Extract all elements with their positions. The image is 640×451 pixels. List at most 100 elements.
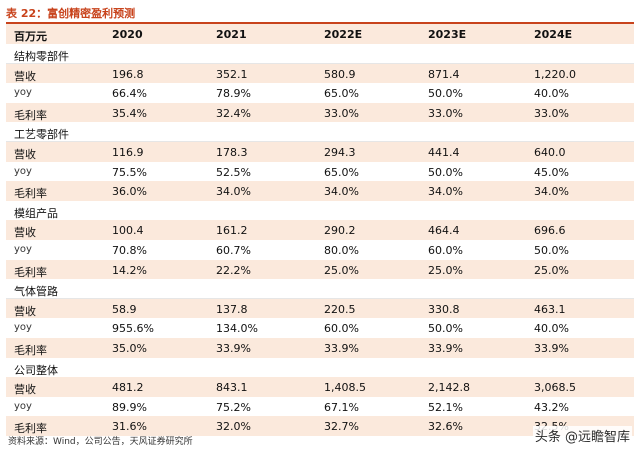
table-cell: 43.2% — [534, 400, 569, 414]
table-cell: 3,068.5 — [534, 381, 576, 395]
table-cell: 89.9% — [112, 400, 147, 414]
table-cell: 843.1 — [216, 381, 248, 395]
table-cell: 75.2% — [216, 400, 251, 414]
section-name: 公司整体 — [14, 363, 58, 377]
row-label: 营收 — [14, 383, 36, 397]
table-cell: 580.9 — [324, 67, 356, 81]
table-cell: 137.8 — [216, 302, 248, 316]
row-label: 毛利率 — [14, 344, 47, 357]
table-cell: 35.4% — [112, 106, 147, 120]
table-cell: 65.0% — [324, 87, 359, 101]
table-cell: 1,220.0 — [534, 67, 576, 81]
table-row: 营收 100.4 161.2 290.2 464.4 696.6 — [6, 220, 634, 241]
header-2024e: 2024E — [534, 28, 573, 41]
table-cell: 80.0% — [324, 244, 359, 257]
table-cell: 65.0% — [324, 165, 359, 179]
table-cell: 161.2 — [216, 224, 248, 238]
row-label: yoy — [14, 165, 32, 177]
table-row: 毛利率 35.4% 32.4% 33.0% 33.0% 33.0% — [6, 102, 634, 123]
table-cell: 22.2% — [216, 263, 251, 277]
table-cell: 58.9 — [112, 302, 137, 316]
table-cell: 696.6 — [534, 224, 566, 238]
table-row: 营收 116.9 178.3 294.3 441.4 640.0 — [6, 142, 634, 162]
table-row: 营收 58.9 137.8 220.5 330.8 463.1 — [6, 298, 634, 319]
table-cell: 32.4% — [216, 106, 251, 120]
row-label: yoy — [14, 244, 32, 255]
table-cell: 116.9 — [112, 146, 144, 159]
table-row: yoy 89.9% 75.2% 67.1% 52.1% 43.2% — [6, 396, 634, 417]
table-cell: 35.0% — [112, 342, 147, 355]
table-cell: 100.4 — [112, 224, 144, 238]
table-cell: 463.1 — [534, 302, 566, 316]
table-cell: 640.0 — [534, 146, 566, 159]
section-name: 气体管路 — [14, 285, 58, 299]
table-cell: 34.0% — [324, 185, 359, 199]
table-row: 营收 196.8 352.1 580.9 871.4 1,220.0 — [6, 63, 634, 84]
table-cell: 75.5% — [112, 165, 147, 179]
header-2022e: 2022E — [324, 28, 363, 41]
table-cell: 50.0% — [428, 322, 463, 336]
row-label: 毛利率 — [14, 108, 47, 122]
row-label: yoy — [14, 400, 32, 412]
table-row: yoy 75.5% 52.5% 65.0% 50.0% 45.0% — [6, 161, 634, 182]
table-cell: 52.5% — [216, 165, 251, 179]
section-header-row: 工艺零部件 — [6, 122, 634, 143]
table-cell: 134.0% — [216, 322, 258, 336]
table-cell: 34.0% — [216, 185, 251, 199]
table-cell: 50.0% — [534, 244, 569, 257]
row-label: 营收 — [14, 304, 36, 318]
table-cell: 70.8% — [112, 244, 147, 257]
section-header-row: 模组产品 — [6, 200, 634, 221]
table-row: yoy 955.6% 134.0% 60.0% 50.0% 40.0% — [6, 318, 634, 339]
section-name: 结构零部件 — [14, 50, 69, 63]
table-row: yoy 70.8% 60.7% 80.0% 60.0% 50.0% — [6, 240, 634, 260]
row-label: 营收 — [14, 226, 36, 240]
table-cell: 33.0% — [534, 106, 569, 120]
table-cell: 34.0% — [428, 185, 463, 199]
row-label: 毛利率 — [14, 265, 47, 279]
table-cell: 32.0% — [216, 420, 251, 434]
table-cell: 32.7% — [324, 420, 359, 434]
table-cell: 45.0% — [534, 165, 569, 179]
source-footnote: 资料来源：Wind，公司公告，天风证券研究所 — [8, 437, 193, 447]
table-cell: 50.0% — [428, 87, 463, 101]
table-cell: 464.4 — [428, 224, 460, 238]
table-cell: 25.0% — [428, 263, 463, 277]
row-label: 毛利率 — [14, 187, 47, 201]
table-cell: 441.4 — [428, 146, 460, 159]
row-label: yoy — [14, 87, 32, 99]
table-cell: 34.0% — [534, 185, 569, 199]
section-header-row: 结构零部件 — [6, 44, 634, 64]
table-header-row: 百万元 2020 2021 2022E 2023E 2024E — [6, 24, 634, 44]
table-cell: 36.0% — [112, 185, 147, 199]
row-label: 营收 — [14, 148, 36, 161]
table-cell: 871.4 — [428, 67, 460, 81]
section-name: 模组产品 — [14, 206, 58, 220]
table-cell: 78.9% — [216, 87, 251, 101]
table-cell: 352.1 — [216, 67, 248, 81]
table-cell: 33.9% — [534, 342, 569, 355]
header-2023e: 2023E — [428, 28, 467, 41]
header-unit: 百万元 — [14, 30, 47, 43]
table-cell: 33.9% — [428, 342, 463, 355]
row-label: 营收 — [14, 69, 36, 83]
table-cell: 33.0% — [324, 106, 359, 120]
table-cell: 294.3 — [324, 146, 356, 159]
table-title-bar: 表 22：富创精密盈利预测 — [6, 2, 634, 24]
row-label: yoy — [14, 322, 32, 334]
table-cell: 25.0% — [534, 263, 569, 277]
table-row: 毛利率 14.2% 22.2% 25.0% 25.0% 25.0% — [6, 259, 634, 280]
table-cell: 60.0% — [428, 244, 463, 257]
table-cell: 40.0% — [534, 87, 569, 101]
table-row: 营收 481.2 843.1 1,408.5 2,142.8 3,068.5 — [6, 377, 634, 398]
table-cell: 481.2 — [112, 381, 144, 395]
table-cell: 32.6% — [428, 420, 463, 434]
table-cell: 25.0% — [324, 263, 359, 277]
table-cell: 33.9% — [216, 342, 251, 355]
header-2021: 2021 — [216, 28, 247, 41]
table-cell: 220.5 — [324, 302, 356, 316]
table-cell: 60.0% — [324, 322, 359, 336]
table-cell: 66.4% — [112, 87, 147, 101]
table-cell: 50.0% — [428, 165, 463, 179]
table-cell: 60.7% — [216, 244, 251, 257]
